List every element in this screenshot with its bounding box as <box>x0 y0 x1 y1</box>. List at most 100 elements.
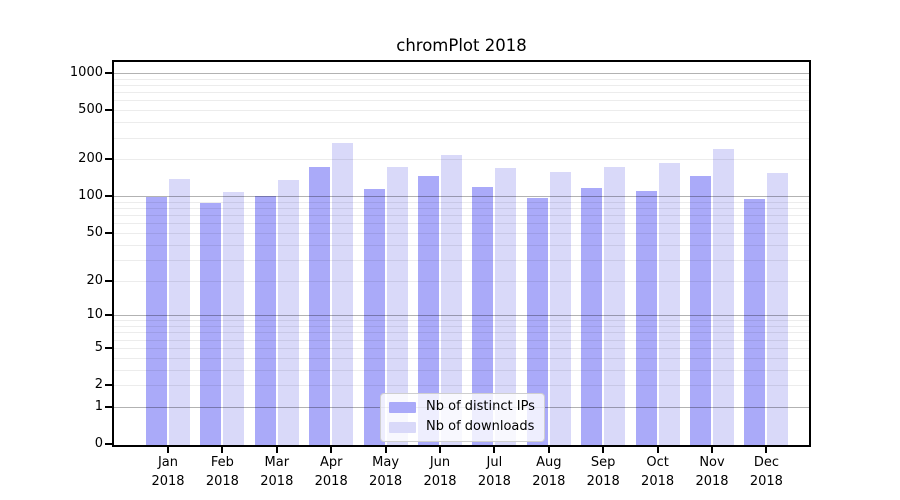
bar-distinct-ips-dec <box>744 198 766 445</box>
gridline-50 <box>114 232 809 234</box>
x-tick-label-dec: Dec 2018 <box>749 455 783 489</box>
gridline-80 <box>114 208 809 209</box>
gridline-30 <box>114 259 809 261</box>
bar-distinct-ips-jan <box>146 197 167 445</box>
bar-downloads-aug <box>549 171 571 445</box>
bar-distinct-ips-aug <box>526 197 548 445</box>
y-tick-label-50: 50 <box>86 224 103 240</box>
legend-item-distinct-ips: Nb of distinct IPs <box>389 397 536 417</box>
y-tick-mark <box>105 109 112 112</box>
x-tick-mark <box>330 447 333 453</box>
x-tick-label-feb: Feb 2018 <box>205 455 239 489</box>
y-tick-label-20: 20 <box>86 272 103 288</box>
gridline-300 <box>114 137 809 139</box>
x-tick-label-aug: Aug 2018 <box>532 455 566 489</box>
bar-distinct-ips-oct <box>635 191 657 445</box>
y-tick-label-2: 2 <box>94 377 103 392</box>
bar-downloads-apr <box>332 142 354 445</box>
y-tick-mark <box>105 405 112 408</box>
gridline-5 <box>114 347 809 349</box>
x-tick-mark <box>384 447 387 453</box>
bar-downloads-jan <box>169 179 190 445</box>
y-tick-mark <box>105 346 112 349</box>
gridline-400 <box>114 122 809 124</box>
y-tick-label-5: 5 <box>94 339 103 355</box>
bar-distinct-ips-sep <box>581 187 603 445</box>
y-tick-mark <box>105 443 112 445</box>
gridline-90 <box>114 201 809 203</box>
x-tick-label-jun: Jun 2018 <box>423 455 457 489</box>
legend-item-downloads: Nb of downloads <box>389 417 536 437</box>
y-tick-mark <box>105 231 112 234</box>
y-tick-label-100: 100 <box>78 188 103 204</box>
x-tick-label-oct: Oct 2018 <box>641 455 675 489</box>
y-tick-mark <box>105 72 112 74</box>
y-tick-label-200: 200 <box>78 151 103 167</box>
x-tick-mark <box>711 447 713 453</box>
y-tick-mark <box>105 195 112 198</box>
bar-distinct-ips-nov <box>690 176 711 445</box>
bar-distinct-ips-apr <box>309 166 331 445</box>
gridline-70 <box>114 215 809 217</box>
bar-distinct-ips-mar <box>254 195 276 445</box>
legend: Nb of distinct IPs Nb of downloads <box>380 393 545 442</box>
y-tick-label-500: 500 <box>78 102 103 118</box>
legend-swatch-distinct-ips <box>389 401 416 413</box>
bar-distinct-ips-feb <box>200 203 222 445</box>
bar-downloads-feb <box>223 191 245 445</box>
y-tick-mark <box>105 384 112 386</box>
legend-swatch-downloads <box>389 421 416 433</box>
legend-label-distinct-ips: Nb of distinct IPs <box>426 399 535 414</box>
y-tick-mark <box>105 279 112 282</box>
gridline-200 <box>114 159 809 161</box>
gridline-20 <box>114 280 809 282</box>
bar-downloads-may <box>386 167 408 445</box>
gridline-40 <box>114 244 809 246</box>
x-tick-mark <box>602 447 605 453</box>
gridline-3 <box>114 369 809 371</box>
y-tick-label-0: 0 <box>94 436 103 451</box>
bar-downloads-jul <box>495 167 517 445</box>
legend-label-downloads: Nb of downloads <box>426 419 535 434</box>
bar-distinct-ips-jul <box>472 186 494 445</box>
bar-downloads-sep <box>604 167 626 445</box>
gridline-600 <box>114 100 809 102</box>
bar-downloads-jun <box>441 154 462 445</box>
x-tick-mark <box>656 447 659 453</box>
bar-downloads-dec <box>767 173 789 445</box>
gridline-9 <box>114 320 809 322</box>
gridline-700 <box>114 92 809 94</box>
gridline-60 <box>114 223 809 225</box>
bar-distinct-ips-may <box>363 188 385 445</box>
gridline-8 <box>114 326 809 327</box>
x-tick-label-may: May 2018 <box>369 455 403 489</box>
plot-area <box>114 62 809 445</box>
bar-distinct-ips-jun <box>418 176 439 445</box>
x-tick-label-nov: Nov 2018 <box>695 455 729 489</box>
x-tick-mark <box>547 447 550 453</box>
gridline-10 <box>114 315 809 317</box>
y-tick-mark <box>105 158 112 161</box>
x-tick-label-jan: Jan 2018 <box>151 455 185 489</box>
x-tick-mark <box>765 447 768 453</box>
x-tick-mark <box>275 447 278 453</box>
gridline-900 <box>114 78 809 80</box>
gridline-4 <box>114 357 809 359</box>
gridline-100 <box>114 196 809 198</box>
y-tick-label-1000: 1000 <box>69 65 103 80</box>
gridline-6 <box>114 339 809 341</box>
gridline-1000 <box>114 73 809 74</box>
x-tick-label-sep: Sep 2018 <box>586 455 620 489</box>
gridline-2 <box>114 385 809 386</box>
y-tick-label-1: 1 <box>94 398 103 414</box>
bar-downloads-oct <box>658 163 680 445</box>
gridline-7 <box>114 332 809 334</box>
y-tick-label-10: 10 <box>86 307 103 323</box>
y-tick-mark <box>105 314 112 317</box>
x-tick-label-jul: Jul 2018 <box>477 455 511 489</box>
x-tick-label-apr: Apr 2018 <box>314 455 348 489</box>
bar-downloads-mar <box>277 180 299 445</box>
chart-title: chromPlot 2018 <box>396 36 527 55</box>
gridline-800 <box>114 85 809 86</box>
